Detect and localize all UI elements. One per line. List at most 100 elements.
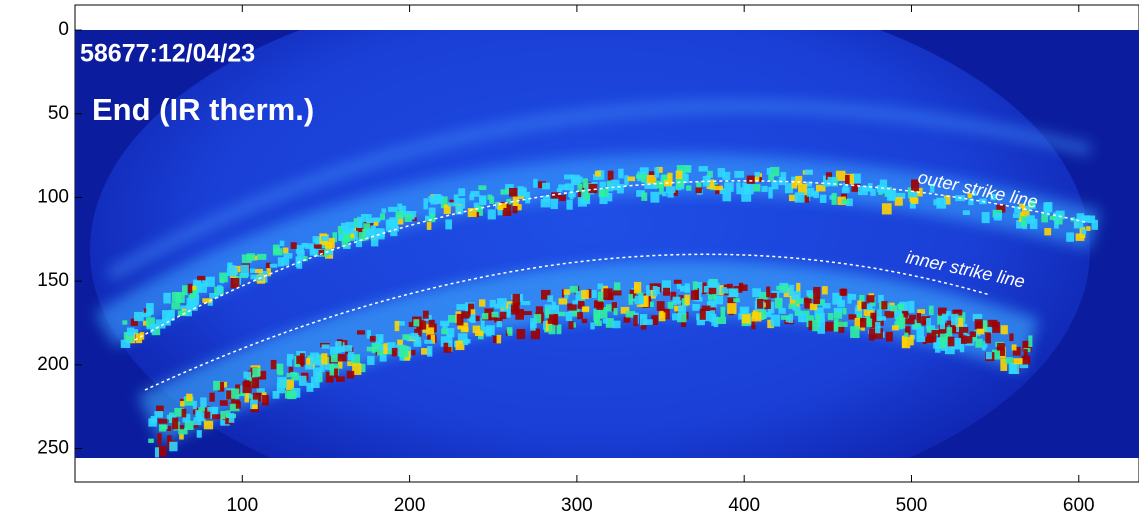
hot-spot bbox=[399, 356, 406, 361]
hot-spot bbox=[228, 413, 235, 423]
hot-spot bbox=[238, 391, 246, 397]
hot-spot bbox=[1000, 347, 1005, 356]
hot-spot bbox=[834, 318, 839, 325]
hot-spot bbox=[806, 290, 813, 296]
hot-spot bbox=[502, 204, 512, 216]
hot-spot bbox=[143, 308, 148, 313]
hot-spot bbox=[288, 366, 294, 376]
hot-spot bbox=[951, 337, 962, 350]
hot-spot bbox=[366, 330, 371, 339]
hot-spot bbox=[512, 206, 518, 214]
hot-spot bbox=[373, 220, 379, 226]
hot-spot bbox=[171, 302, 181, 310]
hot-spot bbox=[809, 303, 818, 311]
hot-spot bbox=[395, 214, 404, 225]
hot-spot bbox=[946, 320, 953, 326]
hot-spot bbox=[624, 175, 629, 186]
hot-spot bbox=[318, 250, 324, 256]
hot-spot bbox=[167, 425, 172, 431]
hot-spot bbox=[643, 319, 653, 325]
hot-spot bbox=[847, 293, 852, 304]
hot-spot bbox=[386, 342, 396, 351]
hot-spot bbox=[155, 319, 166, 329]
hot-spot bbox=[399, 205, 407, 216]
hot-spot bbox=[727, 303, 737, 314]
hot-spot bbox=[646, 285, 655, 297]
hot-spot bbox=[168, 309, 175, 318]
hot-spot bbox=[276, 382, 285, 394]
hot-spot bbox=[426, 324, 435, 337]
hot-spot bbox=[167, 435, 172, 447]
hot-spot bbox=[304, 243, 314, 249]
hot-spot bbox=[1044, 202, 1053, 213]
hot-spot bbox=[154, 447, 160, 458]
hot-spot bbox=[894, 197, 903, 206]
hot-spot bbox=[734, 170, 745, 178]
hot-spot bbox=[759, 291, 768, 301]
hot-spot bbox=[455, 340, 465, 351]
hot-spot bbox=[347, 351, 355, 361]
hot-spot bbox=[512, 195, 519, 207]
hot-spot bbox=[314, 359, 323, 366]
hot-spot bbox=[359, 363, 366, 373]
hot-spot bbox=[270, 359, 277, 370]
hot-spot bbox=[899, 313, 904, 321]
hot-spot bbox=[650, 191, 660, 203]
hot-spot bbox=[983, 340, 988, 348]
hot-spot bbox=[804, 169, 813, 175]
hot-spot bbox=[939, 321, 946, 330]
hot-spot bbox=[951, 313, 959, 326]
hot-spot bbox=[959, 335, 968, 344]
hot-spot bbox=[316, 354, 323, 364]
hot-spot bbox=[319, 364, 325, 372]
hot-spot bbox=[976, 328, 985, 335]
hot-spot bbox=[667, 301, 674, 309]
hot-spot bbox=[192, 400, 197, 410]
hot-spot bbox=[733, 298, 740, 303]
hot-spot bbox=[499, 311, 507, 320]
hot-spot bbox=[246, 394, 256, 399]
hot-spot bbox=[217, 285, 223, 296]
hot-spot bbox=[806, 187, 815, 197]
hot-spot bbox=[893, 309, 902, 319]
hot-spot bbox=[804, 298, 812, 309]
hot-spot bbox=[780, 315, 790, 320]
hot-spot bbox=[891, 325, 899, 331]
hot-spot bbox=[525, 191, 531, 204]
hot-spot bbox=[566, 199, 573, 210]
hot-spot bbox=[916, 336, 926, 342]
hot-spot bbox=[440, 320, 450, 326]
hot-spot bbox=[387, 206, 398, 212]
hot-spot bbox=[470, 309, 476, 315]
hot-spot bbox=[876, 185, 885, 193]
hot-spot bbox=[187, 283, 193, 294]
hot-spot bbox=[196, 430, 202, 438]
hot-spot bbox=[577, 300, 585, 309]
hot-spot bbox=[944, 342, 955, 355]
hot-spot bbox=[243, 371, 252, 379]
hot-spot bbox=[937, 337, 943, 348]
x-tick-label: 200 bbox=[394, 495, 426, 516]
hot-spot bbox=[577, 183, 583, 192]
hot-spot bbox=[827, 313, 834, 320]
hot-spot bbox=[571, 308, 580, 317]
hot-spot bbox=[277, 370, 284, 376]
hot-spot bbox=[686, 185, 692, 191]
hot-spot bbox=[685, 165, 691, 173]
hot-spot bbox=[817, 324, 825, 334]
hot-spot bbox=[808, 320, 814, 331]
hot-spot bbox=[130, 318, 138, 326]
hot-spot bbox=[1049, 215, 1056, 220]
hot-spot bbox=[286, 353, 294, 360]
hot-spot bbox=[324, 363, 334, 370]
hot-spot bbox=[443, 204, 451, 215]
hot-spot bbox=[478, 195, 487, 206]
hot-spot bbox=[310, 376, 320, 389]
hot-spot bbox=[231, 399, 240, 407]
hot-spot bbox=[296, 355, 301, 364]
hot-spot bbox=[941, 315, 946, 321]
hot-spot bbox=[678, 295, 684, 301]
hot-spot bbox=[480, 317, 485, 330]
hot-spot bbox=[1066, 232, 1075, 242]
hot-spot bbox=[491, 311, 499, 318]
